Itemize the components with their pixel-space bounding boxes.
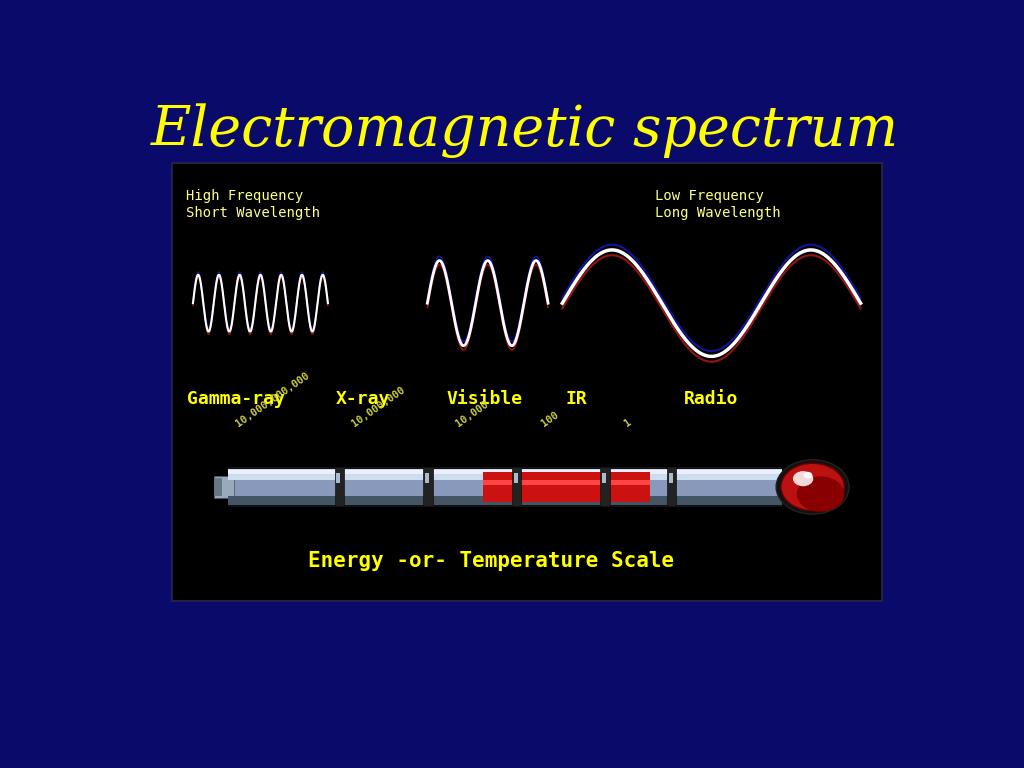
Bar bbox=[337, 473, 340, 483]
Bar bbox=[228, 469, 782, 480]
Text: High Frequency
Short Wavelength: High Frequency Short Wavelength bbox=[185, 190, 319, 220]
Circle shape bbox=[781, 463, 845, 511]
Bar bbox=[172, 163, 882, 601]
Bar bbox=[512, 468, 521, 506]
Text: Low Frequency
Long Wavelength: Low Frequency Long Wavelength bbox=[654, 190, 780, 220]
Bar bbox=[335, 468, 344, 506]
Text: Energy -or- Temperature Scale: Energy -or- Temperature Scale bbox=[308, 551, 675, 571]
Bar bbox=[600, 468, 610, 506]
Bar bbox=[228, 466, 782, 508]
Bar bbox=[483, 480, 649, 485]
Text: 10,000,000,000: 10,000,000,000 bbox=[234, 370, 311, 429]
Text: Gamma-ray: Gamma-ray bbox=[186, 390, 285, 409]
Text: Radio: Radio bbox=[684, 390, 738, 409]
Bar bbox=[667, 468, 677, 506]
Bar bbox=[228, 496, 782, 505]
Bar bbox=[669, 473, 673, 483]
Bar bbox=[228, 470, 782, 474]
Bar bbox=[483, 472, 649, 502]
Circle shape bbox=[776, 460, 849, 514]
Text: 1: 1 bbox=[622, 417, 633, 429]
Bar bbox=[228, 469, 782, 505]
Bar bbox=[514, 473, 517, 483]
Circle shape bbox=[793, 471, 813, 486]
Text: Visible: Visible bbox=[446, 390, 522, 409]
Circle shape bbox=[797, 476, 845, 511]
Bar bbox=[214, 478, 222, 496]
Text: X-ray: X-ray bbox=[336, 390, 390, 409]
Text: IR: IR bbox=[565, 390, 588, 409]
Bar bbox=[425, 473, 429, 483]
Bar bbox=[602, 473, 606, 483]
Circle shape bbox=[804, 472, 812, 478]
Bar bbox=[423, 468, 433, 506]
Text: 10,000: 10,000 bbox=[454, 399, 490, 429]
Text: 10,000,000: 10,000,000 bbox=[349, 385, 407, 429]
Text: 100: 100 bbox=[540, 409, 560, 429]
Bar bbox=[214, 476, 234, 498]
Text: Electromagnetic spectrum: Electromagnetic spectrum bbox=[151, 103, 899, 158]
